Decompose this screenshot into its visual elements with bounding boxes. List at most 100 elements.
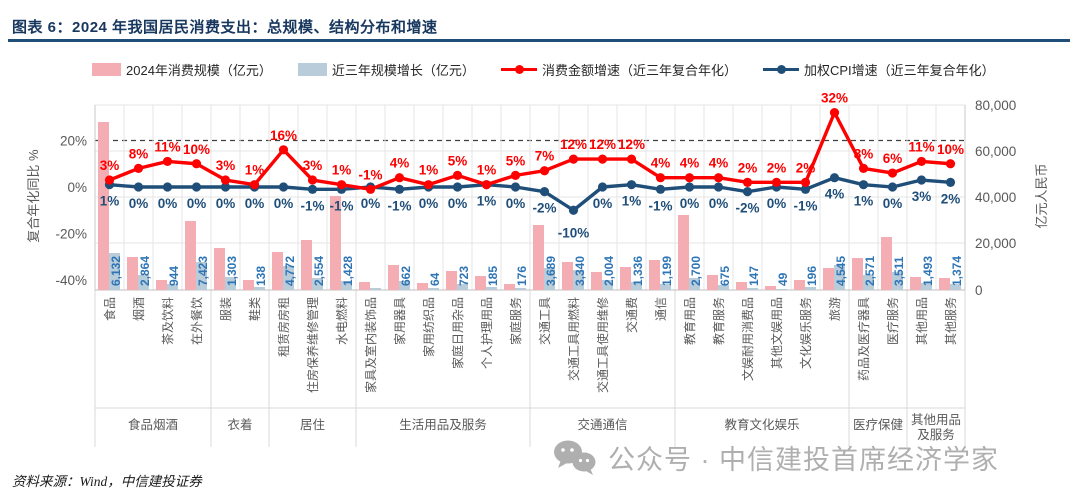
cpi-growth-point	[539, 187, 550, 197]
category-label: 家庭日用杂品	[450, 297, 465, 369]
category-label: 食品	[102, 297, 117, 321]
category-label: 家用纺织品	[421, 297, 436, 357]
category-label: 交通工具使用维修	[595, 297, 610, 393]
spend-growth-label: 1%	[419, 163, 439, 178]
spend-growth-line	[108, 110, 951, 192]
spend-growth-label: 6%	[883, 151, 903, 166]
category-label: 医疗服务	[885, 297, 900, 345]
spend-growth-label: 4%	[709, 156, 729, 171]
bar-consumption-scale	[939, 278, 950, 290]
legend-line-dot	[514, 65, 524, 74]
group-label: 及服务	[917, 427, 955, 442]
bar-value-label: 2,864	[138, 256, 152, 286]
category-label: 茶及饮料	[160, 297, 175, 345]
spend-growth-label: 11%	[154, 139, 180, 154]
bar-consumption-scale	[707, 275, 718, 290]
category-label: 交通工具用燃料	[566, 297, 581, 381]
cpi-growth-label: 0%	[448, 196, 468, 211]
cpi-growth-point	[162, 182, 173, 192]
chart-legend: 2024年消费规模（亿元） 近三年规模增长（亿元） 消费金额增速（近三年复合年化） 加…	[92, 60, 1032, 79]
bar-scale-growth	[370, 288, 381, 290]
spend-growth-point	[220, 175, 231, 185]
bar-consumption-scale	[910, 277, 921, 290]
cpi-growth-label: -1%	[300, 198, 324, 213]
bar-value-label: 138	[254, 266, 268, 286]
bar-consumption-scale	[736, 282, 747, 290]
spend-growth-point	[568, 154, 579, 164]
cpi-growth-point	[713, 182, 724, 192]
category-label: 交通费	[624, 297, 639, 333]
bar-scale-growth	[312, 278, 323, 290]
bar-consumption-scale	[794, 280, 805, 290]
cpi-growth-label: -1%	[648, 198, 672, 213]
cpi-growth-label: 0%	[767, 196, 787, 211]
bar-scale-growth	[515, 288, 526, 290]
right-axis-tick: 60,000	[975, 144, 1016, 159]
figure-title: 图表 6：2024 年我国居民消费支出：总规模、结构分布和增速	[12, 19, 438, 36]
spend-growth-label: 3%	[216, 158, 236, 173]
group-label: 交通通信	[577, 417, 627, 432]
spend-growth-point	[133, 163, 144, 173]
spend-growth-point	[365, 184, 376, 194]
bar-consumption-scale	[185, 221, 196, 290]
spend-growth-label: 7%	[535, 149, 555, 164]
title-divider	[8, 39, 1070, 42]
spend-growth-point	[162, 156, 173, 167]
bar-value-label: 1,374	[950, 256, 964, 286]
bar-consumption-scale	[243, 280, 254, 290]
cpi-growth-point	[829, 173, 840, 183]
spend-growth-label: 2%	[738, 160, 758, 175]
bar-scale-growth	[602, 280, 613, 290]
group-label: 食品烟酒	[128, 417, 178, 432]
category-label: 药品及医疗器具	[857, 297, 871, 381]
bar-value-label: 2,004	[602, 256, 616, 286]
bar-value-label: 7,423	[196, 256, 210, 286]
bar-scale-growth	[834, 265, 845, 290]
cpi-growth-label: 1%	[477, 194, 497, 209]
bar-scale-growth	[805, 287, 816, 290]
bar-value-label: 1,493	[921, 256, 935, 286]
bar-scale-growth	[689, 278, 700, 290]
bar-value-label: 662	[399, 266, 413, 286]
group-label: 居住	[300, 418, 326, 432]
cpi-growth-point	[510, 182, 521, 192]
bar-scale-growth	[950, 284, 961, 290]
bar-scale-growth	[283, 266, 294, 290]
group-label: 生活用品及服务	[399, 417, 487, 432]
bar-scale-growth	[486, 287, 497, 290]
cpi-growth-label: -2%	[532, 201, 556, 216]
bar-consumption-scale	[678, 215, 689, 290]
category-label: 文化娱乐服务	[798, 297, 813, 369]
bar-scale-growth	[544, 268, 555, 290]
category-label: 旅游	[828, 297, 842, 321]
cpi-growth-label: 1%	[854, 194, 874, 209]
category-label: 家用器具	[392, 297, 407, 345]
bar-consumption-scale	[417, 283, 428, 290]
spend-growth-label: 4%	[651, 156, 671, 171]
cpi-growth-label: -10%	[558, 225, 590, 240]
bar-value-label: 6,132	[109, 256, 123, 286]
cpi-growth-point	[916, 175, 927, 185]
cpi-growth-label: 0%	[709, 196, 729, 211]
group-label: 教育文化娱乐	[724, 417, 799, 432]
spend-growth-label: 8%	[129, 146, 149, 161]
bar-scale-growth	[167, 284, 178, 290]
bar-consumption-scale	[446, 271, 457, 290]
bar-consumption-scale	[533, 225, 544, 290]
spend-growth-label: 8%	[854, 146, 874, 161]
left-axis-tick: -20%	[55, 227, 87, 242]
right-axis-title: 亿元人民币	[1034, 163, 1049, 228]
bar-scale-growth	[138, 275, 149, 290]
spend-growth-label: 2%	[767, 160, 787, 175]
category-label: 其他用品	[915, 297, 929, 345]
legend-label: 消费金额增速（近三年复合年化）	[541, 63, 737, 78]
bar-consumption-scale	[330, 196, 341, 290]
cpi-growth-point	[133, 182, 144, 192]
bar-value-label: 3,511	[892, 256, 906, 286]
category-label: 在外餐饮	[189, 297, 204, 345]
category-label: 通信	[654, 297, 668, 321]
bar-value-label: 49	[776, 272, 790, 286]
cpi-growth-point	[452, 182, 463, 192]
cpi-growth-point	[278, 182, 289, 192]
